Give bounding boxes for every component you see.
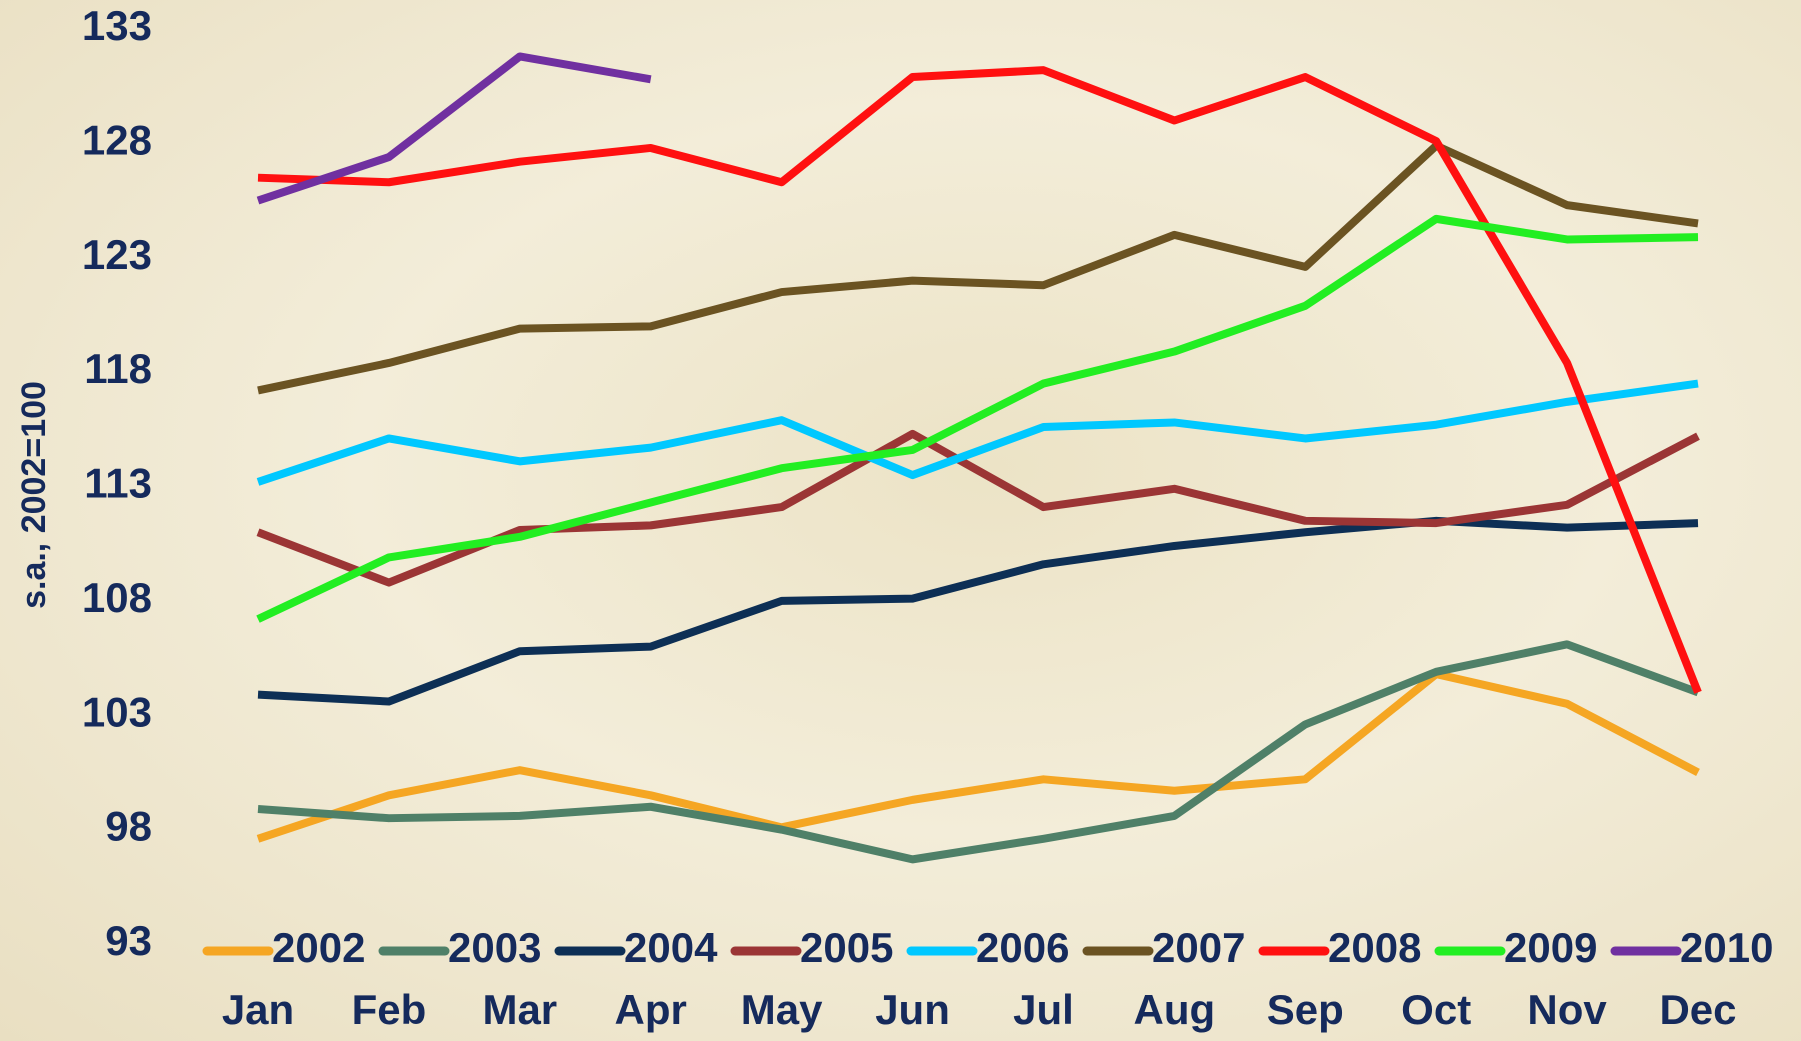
legend-label: 2008 xyxy=(1328,924,1421,971)
x-tick-label: Dec xyxy=(1659,986,1736,1033)
legend-label: 2005 xyxy=(800,924,893,971)
series-line xyxy=(257,640,1700,864)
legend-label: 2007 xyxy=(1152,924,1245,971)
series-line xyxy=(256,214,1699,623)
x-tick-label: Sep xyxy=(1267,986,1344,1033)
y-tick-label: 123 xyxy=(82,231,152,278)
legend-label: 2010 xyxy=(1680,924,1773,971)
y-tick-label: 128 xyxy=(82,116,152,163)
series-line xyxy=(256,379,1699,486)
x-tick-label: Nov xyxy=(1527,986,1607,1033)
x-tick-label: Jul xyxy=(1013,986,1074,1033)
series-line xyxy=(256,670,1700,843)
legend-label: 2006 xyxy=(976,924,1069,971)
y-tick-label: 133 xyxy=(82,2,152,49)
x-tick-label: Aug xyxy=(1134,986,1216,1033)
x-tick-label: May xyxy=(741,986,823,1033)
y-tick-label: 98 xyxy=(105,803,152,850)
x-tick-label: Feb xyxy=(352,986,427,1033)
y-tick-label: 113 xyxy=(84,460,152,507)
y-tick-label: 118 xyxy=(84,345,152,392)
series-line xyxy=(257,141,1699,395)
y-tick-label: 108 xyxy=(82,574,152,621)
x-tick-label: Apr xyxy=(615,986,687,1033)
y-tick-label: 103 xyxy=(82,688,152,735)
x-tick-label: Jan xyxy=(222,986,294,1033)
x-tick-label: Jun xyxy=(875,986,950,1033)
x-tick-label: Oct xyxy=(1401,986,1471,1033)
legend-label: 2004 xyxy=(624,924,718,971)
y-tick-label: 93 xyxy=(105,917,152,964)
legend-label: 2009 xyxy=(1504,924,1597,971)
y-axis-title: s.a., 2002=100 xyxy=(15,381,53,609)
legend-label: 2002 xyxy=(272,924,365,971)
x-tick-label: Mar xyxy=(482,986,557,1033)
legend-label: 2003 xyxy=(448,924,541,971)
series-line xyxy=(256,52,652,205)
series-line xyxy=(257,66,1702,694)
